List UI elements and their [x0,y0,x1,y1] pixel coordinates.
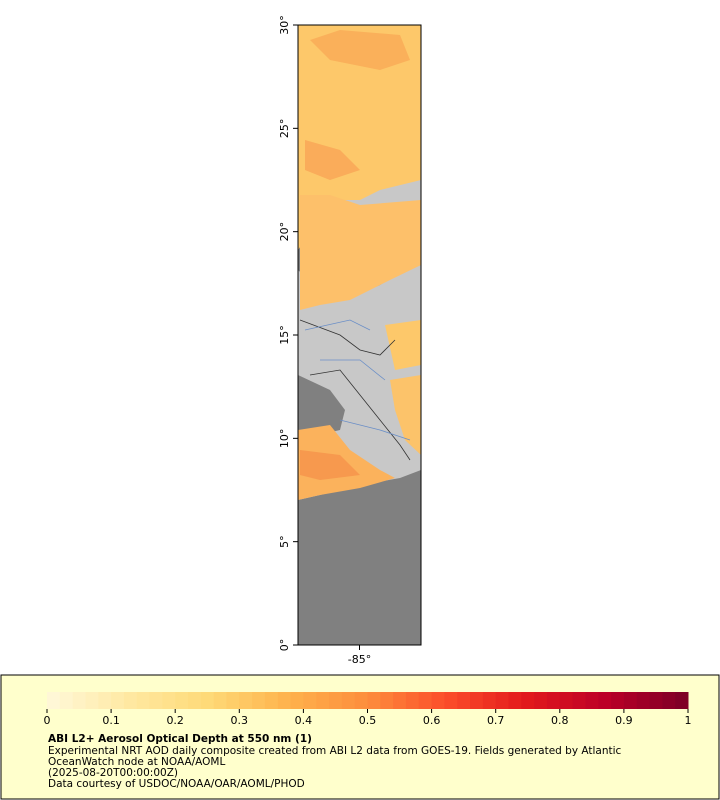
colorbar-cell [457,692,471,709]
lat-tick-label: 25° [278,119,291,139]
legend-line: OceanWatch node at NOAA/AOML [48,756,225,768]
lat-tick-label: 5° [278,535,291,548]
colorbar-cell [482,692,497,709]
colorbar-cell [444,692,458,709]
lat-tick-label: 15° [278,325,291,345]
colorbar-cell [341,692,356,709]
colorbar-cell [303,692,317,709]
colorbar-tick-label: 0 [44,714,51,727]
colorbar-cell [111,692,125,709]
colorbar-cell [598,692,612,709]
colorbar-cell [329,692,343,709]
colorbar-cell [136,692,151,709]
map-image [297,24,422,646]
colorbar-cell [59,692,74,709]
colorbar-tick-label: 0.7 [487,714,505,727]
lon-tick-label: -85° [348,653,371,666]
colorbar-tick-label: 0.4 [295,714,313,727]
colorbar-cell [585,692,599,709]
colorbar-tick-label: 0.6 [423,714,441,727]
colorbar-cell [611,692,625,709]
colorbar-cell [405,692,420,709]
colorbar-cell [393,692,407,709]
colorbar-cell [354,692,368,709]
colorbar-cell [431,692,445,709]
colorbar-tick-label: 0.5 [359,714,377,727]
colorbar-cell [508,692,522,709]
colorbar-cell [72,692,86,709]
colorbar-cell [534,692,548,709]
axes: 0° 5° 10° 15° 20° 25° 30° -85° [278,15,371,666]
lat-tick-label: 30° [278,15,291,35]
legend-line: Experimental NRT AOD daily composite cre… [48,745,622,757]
colorbar-cell [213,692,227,709]
legend-line: Data courtesy of USDOC/NOAA/OAR/AOML/PHO… [48,778,305,790]
colorbar-cell [662,692,676,709]
colorbar-cell [252,692,266,709]
colorbar-cell [495,692,510,709]
colorbar-tick-label: 0.2 [166,714,184,727]
colorbar-cell [277,692,292,709]
colorbar-cell [675,692,689,709]
lat-tick-label: 20° [278,222,291,242]
colorbar-tick-label: 1 [685,714,692,727]
colorbar-cell [572,692,586,709]
colorbar-cell [264,692,279,709]
colorbar-cell [123,692,138,709]
colorbar-tick-label: 0.1 [102,714,120,727]
colorbar-cell [623,692,638,709]
colorbar-cell [188,692,202,709]
colorbar-tick-label: 0.9 [615,714,633,727]
colorbar-cell [521,692,535,709]
colorbar-cell [98,692,112,709]
colorbar-cell [649,692,663,709]
colorbar-cell [546,692,561,709]
legend-line: (2025-08-20T00:00:00Z) [48,767,178,779]
colorbar-tick-label: 0.8 [551,714,569,727]
colorbar-cell [316,692,330,709]
colorbar: 0 0.1 0.2 0.3 0.4 0.5 0.6 0.7 0.8 0.9 1 [44,692,692,727]
colorbar-cell [149,692,163,709]
colorbar-cell [290,692,304,709]
colorbar-cell [175,692,189,709]
lat-tick-label: 0° [278,639,291,652]
colorbar-cell [239,692,253,709]
colorbar-cell [200,692,215,709]
colorbar-cell [559,692,574,709]
lat-tick-label: 10° [278,429,291,449]
colorbar-cell [380,692,394,709]
colorbar-cell [85,692,99,709]
colorbar-cell [47,692,61,709]
colorbar-cell [418,692,433,709]
colorbar-cell [636,692,651,709]
legend-title: ABI L2+ Aerosol Optical Depth at 550 nm … [48,733,312,745]
colorbar-cell [470,692,484,709]
colorbar-cell [226,692,240,709]
colorbar-cell [367,692,381,709]
colorbar-cell [162,692,176,709]
colorbar-tick-label: 0.3 [231,714,249,727]
